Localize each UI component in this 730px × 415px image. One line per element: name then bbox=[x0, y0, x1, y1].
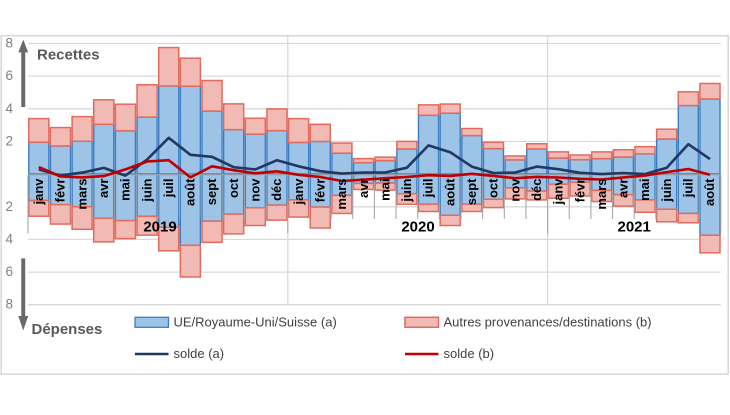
svg-text:6: 6 bbox=[5, 264, 13, 279]
svg-text:sept: sept bbox=[464, 178, 479, 205]
svg-text:janv: janv bbox=[551, 178, 566, 206]
svg-text:mai: mai bbox=[637, 179, 652, 201]
svg-text:nov: nov bbox=[507, 178, 522, 202]
svg-text:févr: févr bbox=[313, 179, 328, 203]
svg-text:4: 4 bbox=[5, 101, 13, 116]
svg-text:Autres provenances/destination: Autres provenances/destinations (b) bbox=[444, 315, 652, 330]
svg-text:mars: mars bbox=[334, 179, 349, 210]
svg-text:mars: mars bbox=[74, 179, 89, 210]
svg-text:déc: déc bbox=[269, 179, 284, 201]
svg-text:8: 8 bbox=[5, 36, 13, 51]
svg-text:nov: nov bbox=[248, 178, 263, 202]
svg-text:oct: oct bbox=[486, 178, 501, 198]
svg-text:juin: juin bbox=[399, 178, 414, 202]
svg-text:janv: janv bbox=[291, 178, 306, 206]
svg-text:8: 8 bbox=[5, 297, 13, 312]
svg-text:août: août bbox=[702, 178, 717, 206]
svg-text:6: 6 bbox=[5, 68, 13, 83]
svg-text:sept: sept bbox=[204, 178, 219, 205]
svg-text:juil: juil bbox=[421, 179, 436, 199]
svg-text:juin: juin bbox=[659, 178, 674, 202]
svg-text:2: 2 bbox=[5, 133, 13, 148]
svg-text:2020: 2020 bbox=[401, 219, 434, 236]
svg-text:avr: avr bbox=[96, 179, 111, 199]
svg-text:déc: déc bbox=[529, 179, 544, 201]
svg-text:2021: 2021 bbox=[618, 219, 651, 236]
svg-text:août: août bbox=[183, 178, 198, 206]
svg-text:févr: févr bbox=[53, 179, 68, 203]
svg-text:avr: avr bbox=[616, 179, 631, 199]
svg-text:4: 4 bbox=[5, 231, 13, 246]
svg-text:juin: juin bbox=[139, 178, 154, 202]
svg-text:juil: juil bbox=[161, 179, 176, 199]
svg-text:solde (b): solde (b) bbox=[444, 346, 495, 361]
svg-text:oct: oct bbox=[226, 178, 241, 198]
svg-text:juil: juil bbox=[681, 179, 696, 199]
svg-text:févr: févr bbox=[572, 179, 587, 203]
svg-text:janv: janv bbox=[31, 178, 46, 206]
svg-text:avr: avr bbox=[356, 179, 371, 199]
svg-text:Recettes: Recettes bbox=[37, 47, 100, 64]
svg-text:2: 2 bbox=[5, 199, 13, 214]
svg-text:2019: 2019 bbox=[143, 219, 176, 236]
svg-text:mai: mai bbox=[377, 179, 392, 201]
svg-text:août: août bbox=[442, 178, 457, 206]
svg-text:mai: mai bbox=[118, 179, 133, 201]
svg-text:Dépenses: Dépenses bbox=[32, 321, 103, 338]
svg-text:solde (a): solde (a) bbox=[174, 346, 225, 361]
svg-text:UE/Royaume-Uni/Suisse (a): UE/Royaume-Uni/Suisse (a) bbox=[174, 315, 337, 330]
svg-text:mars: mars bbox=[594, 179, 609, 210]
